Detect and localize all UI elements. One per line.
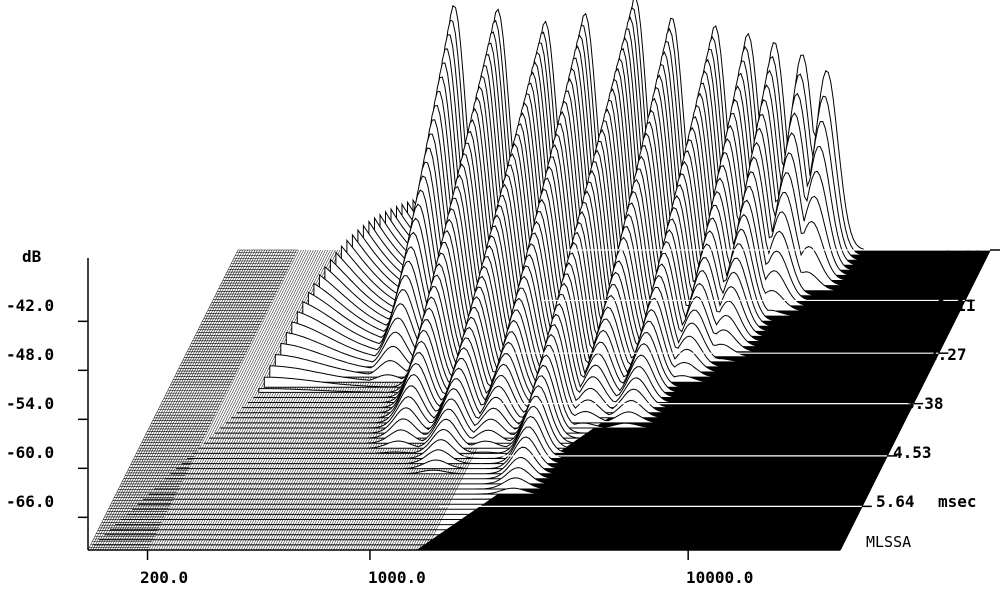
decay-slice (203, 385, 767, 444)
decay-slices (88, 0, 864, 551)
decay-slice (269, 262, 798, 383)
decay-slice (192, 405, 762, 454)
time-tick-label: 3.38 (905, 394, 944, 413)
axes (78, 249, 1000, 560)
hatched-floor (87, 249, 990, 551)
time-tick-label: 4.53 (893, 443, 932, 462)
y-axis-label: dB (22, 247, 42, 266)
y-tick-label: -60.0 (6, 443, 54, 462)
time-tick-label: 5.64 (876, 492, 915, 511)
time-tick-label: 2.27 (928, 345, 967, 364)
decay-slice (209, 375, 770, 439)
decay-slice (176, 436, 754, 470)
decay-slice (198, 395, 765, 449)
x-tick-label: 10000.0 (686, 568, 753, 587)
x-tick-label: 1000.0 (368, 568, 426, 587)
y-tick-label: -42.0 (6, 296, 54, 315)
decay-slice (159, 467, 747, 485)
decay-slice (280, 241, 803, 373)
x-tick-label: 200.0 (140, 568, 188, 587)
time-tick-label: 0.00 (944, 247, 983, 266)
time-tick-label: 1.11 (937, 296, 976, 315)
decay-slice (187, 415, 760, 459)
time-unit-label: msec (938, 492, 977, 511)
decay-slice (181, 426, 757, 465)
decay-slice (154, 477, 744, 490)
decay-slice (274, 252, 800, 378)
y-tick-label: -48.0 (6, 345, 54, 364)
decay-slice (165, 456, 749, 480)
decay-slice (170, 446, 752, 475)
decay-slice (143, 497, 739, 500)
y-tick-label: -66.0 (6, 492, 54, 511)
decay-slice (148, 487, 742, 495)
mlssa-brand-label: MLSSA (866, 533, 911, 551)
y-tick-label: -54.0 (6, 394, 54, 413)
